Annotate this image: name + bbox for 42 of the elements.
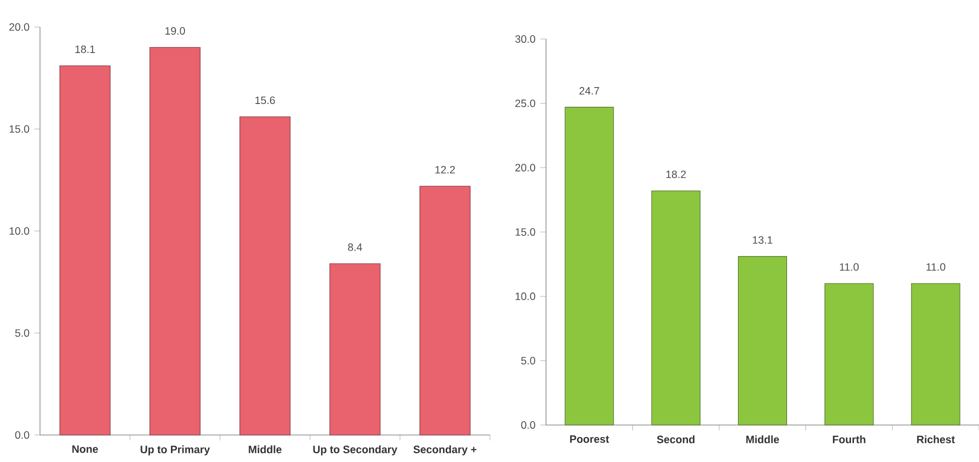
y-tick-label: 10.0	[516, 292, 536, 300]
x-tick-label: None	[72, 445, 98, 453]
data-label: 11.0	[840, 263, 859, 271]
bar	[651, 190, 700, 426]
y-tick-label: 20.0	[515, 164, 536, 172]
data-label: 11.0	[926, 263, 946, 271]
y-tick-label: 0.0	[521, 421, 536, 429]
x-tick-label: Secondary +	[413, 445, 476, 456]
x-tick-label: Poorest	[570, 435, 610, 443]
data-label: 19.0	[165, 27, 185, 35]
bar	[240, 116, 290, 436]
bar	[150, 47, 200, 436]
x-tick-label: Second	[656, 435, 694, 444]
bar	[420, 186, 470, 436]
bar	[60, 65, 110, 436]
bar	[564, 106, 614, 426]
bar	[911, 283, 960, 426]
data-label: 24.7	[579, 87, 600, 94]
y-tick-label: 5.0	[15, 329, 30, 337]
data-label: 18.2	[666, 170, 686, 178]
x-tick-label: Richest	[917, 435, 955, 444]
y-tick-label: 25.0	[515, 100, 536, 108]
y-tick-label: 30.0	[515, 35, 536, 43]
bar	[824, 283, 874, 426]
data-label: 18.1	[75, 46, 95, 54]
data-label: 12.2	[435, 166, 455, 174]
y-tick-label: 0.0	[15, 431, 30, 439]
y-tick-label: 15.0	[10, 125, 30, 133]
data-label: 8.4	[348, 243, 362, 251]
bar	[330, 263, 380, 436]
data-label: 13.1	[752, 236, 772, 244]
x-tick-label: Middle	[248, 445, 282, 454]
y-tick-label: 15.0	[516, 228, 536, 236]
bar	[738, 256, 788, 426]
x-tick-label: Up to Secondary	[313, 445, 398, 456]
y-tick-label: 5.0	[521, 356, 536, 364]
y-tick-label: 10.0	[10, 227, 30, 235]
x-tick-label: Fourth	[832, 435, 866, 444]
x-tick-label: Middle	[746, 435, 780, 444]
y-tick-label: 20.0	[9, 23, 30, 31]
data-label: 15.6	[255, 96, 275, 104]
x-tick-label: Up to Primary	[140, 445, 210, 456]
